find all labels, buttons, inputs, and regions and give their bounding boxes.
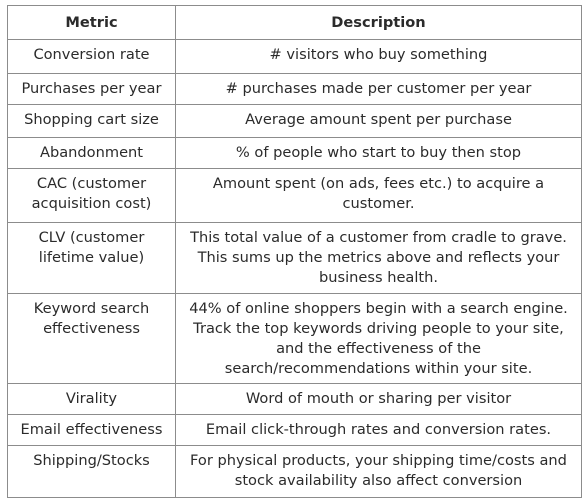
table-row: Email effectiveness Email click-through …: [7, 414, 582, 446]
table-row: Virality Word of mouth or sharing per vi…: [7, 383, 582, 415]
metric-cell: CLV (customer lifetime value): [7, 222, 176, 294]
description-cell: # visitors who buy something: [175, 39, 582, 74]
description-cell: 44% of online shoppers begin with a sear…: [175, 293, 582, 384]
description-cell: # purchases made per customer per year: [175, 73, 582, 105]
metric-cell: Shipping/Stocks: [7, 445, 176, 498]
table-row: Shipping/Stocks For physical products, y…: [7, 445, 582, 498]
table-header-row: Metric Description: [7, 5, 582, 40]
header-metric: Metric: [7, 5, 176, 40]
table-row: Abandonment % of people who start to buy…: [7, 137, 582, 169]
metric-cell: Virality: [7, 383, 176, 415]
header-description: Description: [175, 5, 582, 40]
table-row: CAC (customer acquisition cost) Amount s…: [7, 168, 582, 223]
metric-cell: Email effectiveness: [7, 414, 176, 446]
table-row: Purchases per year # purchases made per …: [7, 73, 582, 105]
metrics-table: Metric Description Conversion rate # vis…: [7, 5, 582, 498]
description-cell: Word of mouth or sharing per visitor: [175, 383, 582, 415]
description-cell: For physical products, your shipping tim…: [175, 445, 582, 498]
table-row: Conversion rate # visitors who buy somet…: [7, 39, 582, 74]
metric-cell: CAC (customer acquisition cost): [7, 168, 176, 223]
table-row: Shopping cart size Average amount spent …: [7, 104, 582, 138]
table-row: Keyword search effectiveness 44% of onli…: [7, 293, 582, 384]
description-cell: Average amount spent per purchase: [175, 104, 582, 138]
description-cell: This total value of a customer from crad…: [175, 222, 582, 294]
description-cell: Amount spent (on ads, fees etc.) to acqu…: [175, 168, 582, 223]
metric-cell: Abandonment: [7, 137, 176, 169]
description-cell: Email click-through rates and conversion…: [175, 414, 582, 446]
metric-cell: Conversion rate: [7, 39, 176, 74]
description-cell: % of people who start to buy then stop: [175, 137, 582, 169]
metric-cell: Shopping cart size: [7, 104, 176, 138]
metric-cell: Keyword search effectiveness: [7, 293, 176, 384]
table-row: CLV (customer lifetime value) This total…: [7, 222, 582, 294]
metric-cell: Purchases per year: [7, 73, 176, 105]
